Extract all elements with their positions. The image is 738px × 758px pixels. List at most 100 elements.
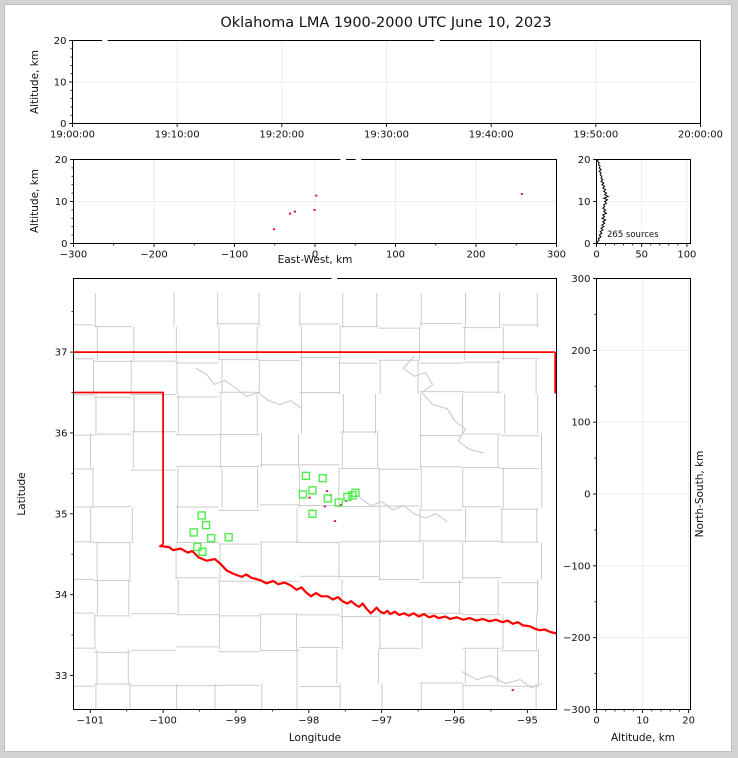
lma-station-marker [343,492,352,502]
ew-panel-xtick-label: −200 [140,250,167,261]
river-line [402,355,484,454]
ew-panel-top-mark [355,158,362,161]
ew-panel-xtick-label: −300 [60,250,87,261]
map-panel-ytick-label: 35 [55,509,68,520]
river-line [461,671,543,689]
ew-panel-ytick-label: 20 [55,155,68,166]
map-layer [73,293,557,710]
map-panel-xtick-label: −99 [225,716,246,727]
map-panel-ytick-label: 37 [55,348,68,359]
map-panel-xtick-label: −95 [517,716,538,727]
map-panel-ytick-label: 33 [55,671,68,682]
hist-panel-xtick-label: 50 [635,250,648,261]
ew-panel-xtick-label: 0 [312,250,318,261]
lma-station-marker [323,494,332,503]
hist-panel-ytick-label: 0 [584,239,590,250]
time-panel-xtick-label: 19:30:00 [364,130,409,141]
map-panel-xtick-label: −100 [149,716,176,727]
time-panel-ytick-label: 10 [54,78,67,89]
lma-station-marker [224,533,233,542]
map-panel-ytick-label: 34 [55,590,68,601]
map-panel-xtick-label: −101 [77,716,104,727]
lma-station-marker [198,547,207,557]
ew-source-point [272,228,276,231]
time-panel-xtick-label: 19:00:00 [50,130,95,141]
map-ylabel: Latitude [16,472,28,515]
ew-source-point [313,209,316,211]
ns-panel-ytick-label: −200 [563,633,590,644]
time-panel-top-mark [102,39,108,42]
time-panel-xtick-label: 20:00:00 [678,130,723,141]
time-panel-xtick-label: 19:10:00 [155,130,200,141]
ns-panel-xtick-label: 0 [593,716,599,727]
time-panel-top-mark [434,39,440,42]
lma-station-marker [298,490,308,499]
map-source-point [339,504,342,506]
figure-canvas [4,4,732,752]
time-panel-ylabel: Altitude, km [29,50,41,114]
river-line [359,497,448,523]
render-root: 19:00:00 19:10:00 19:20:00 19:30:00 19:40:00… [50,36,723,727]
ns-panel-ytick-label: 300 [571,274,590,285]
ew-panel-ytick-label: 0 [61,239,67,250]
ns-panel-ytick-label: −100 [563,561,590,572]
lma-station-marker [351,488,360,497]
ns-panel-xlabel: Altitude, km [611,732,675,744]
time-panel-xtick-label: 19:50:00 [573,130,618,141]
ns-panel-ytick-label: 0 [584,490,590,501]
ew-panel-xlabel: East-West, km [278,254,353,266]
ew-panel-xtick-label: 200 [466,250,485,261]
ew-source-point [520,193,523,195]
source-count-annotation: 265 sources [607,230,659,240]
hist-panel-ytick-label: 20 [578,155,591,166]
lma-station-marker [189,528,198,537]
map-panel-xtick-label: −97 [371,716,392,727]
lma-station-marker [193,542,202,552]
ew-source-point [315,194,318,197]
hist-panel-xtick-label: 0 [593,250,599,261]
ew-panel-xtick-label: 300 [547,250,566,261]
river-line [195,367,302,410]
ew-source-point [288,212,292,215]
map-source-point [323,505,326,508]
state-border-panhandle [73,391,165,545]
map-panel-ytick-label: 36 [55,428,68,439]
map-source-point [308,496,311,499]
lma-station-marker [301,471,311,481]
ns-panel-xtick-label: 10 [636,716,649,727]
map-xlabel: Longitude [289,732,341,744]
ns-panel-xtick-label: 20 [682,716,695,727]
lma-station-marker [201,520,211,530]
lma-station-marker [197,511,206,520]
lma-station-marker [308,509,317,519]
lma-station-marker [334,498,343,507]
time-panel-xtick-label: 19:20:00 [259,130,304,141]
map-panel-xtick-label: −98 [298,716,319,727]
time-panel-xtick-label: 19:40:00 [469,130,514,141]
ew-panel-top-mark [340,158,346,161]
map-panel-frame [73,278,557,710]
ns-panel-ylabel: North-South, km [694,451,706,538]
map-panel-xtick-label: −96 [444,716,465,727]
lma-station-marker [318,474,327,483]
map-source-point [511,689,514,691]
ew-panel-ylabel: Altitude, km [29,169,41,233]
ew-panel-xtick-label: −100 [221,250,248,261]
altitude-histogram-line [596,159,610,244]
ns-panel-ytick-label: −300 [563,705,590,716]
hist-panel-ytick-label: 10 [578,197,591,208]
ns-panel-ytick-label: 100 [571,418,590,429]
lma-station-marker [206,533,216,543]
map-panel-top-mark [331,277,338,280]
plot-title: Oklahoma LMA 1900-2000 UTC June 10, 2023 [220,15,551,31]
ns-panel-ytick-label: 200 [571,346,590,357]
ew-source-point [293,210,296,213]
lma-station-marker [308,486,317,495]
ew-panel-ytick-label: 10 [55,197,68,208]
map-source-point [325,490,329,493]
time-panel-ytick-label: 0 [60,119,66,130]
ew-panel-xtick-label: 100 [386,250,405,261]
hist-panel-xtick-label: 100 [677,250,696,261]
time-panel-ytick-label: 20 [54,36,67,47]
